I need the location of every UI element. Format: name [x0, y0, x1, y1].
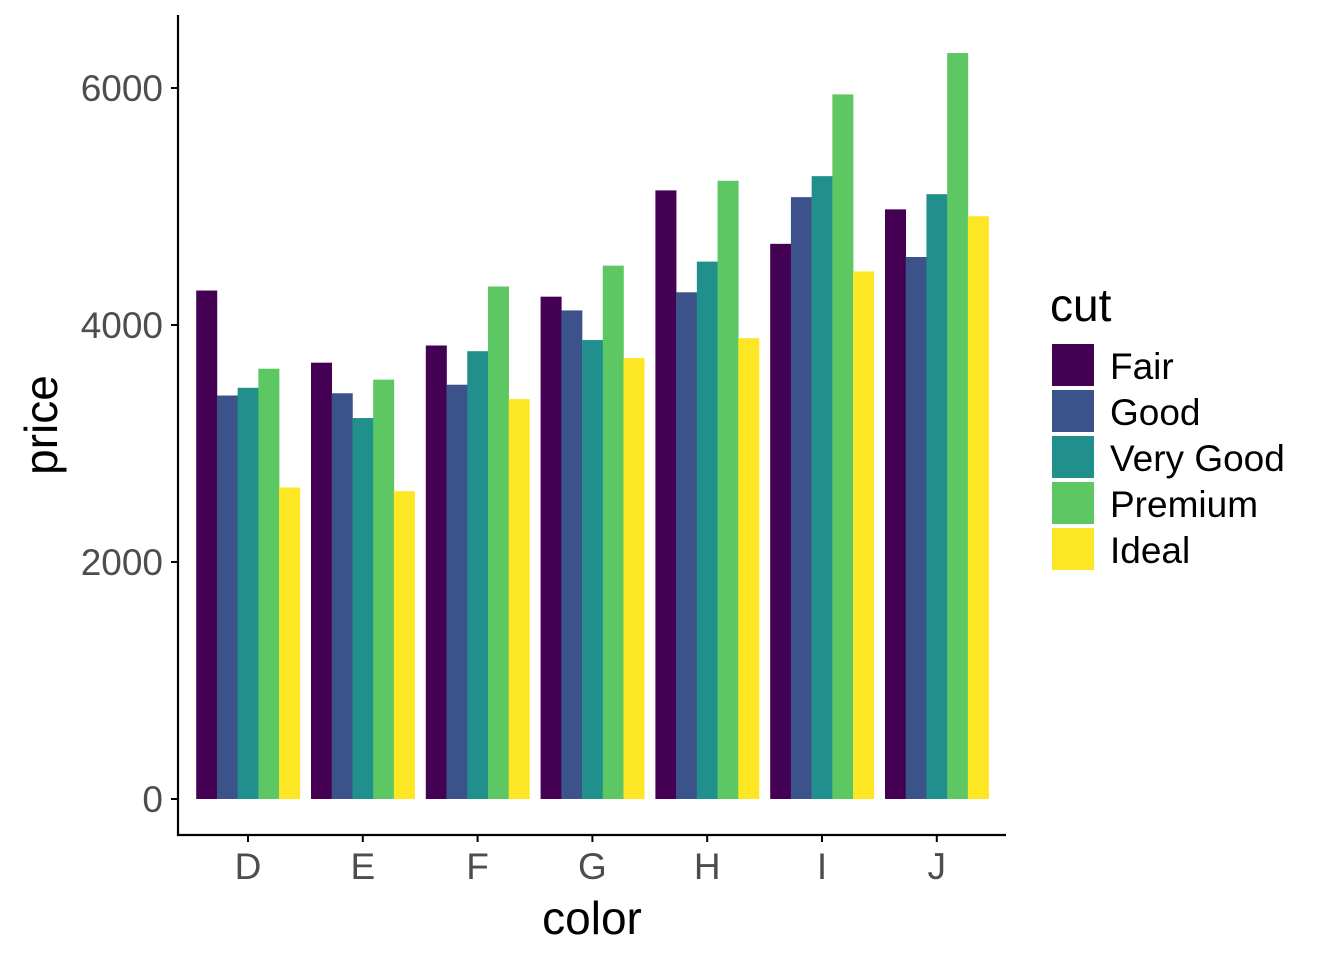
y-tick-label: 4000: [81, 305, 163, 346]
y-tick-label: 0: [142, 779, 163, 820]
bar-D-fair: [196, 290, 218, 799]
x-tick-label: F: [466, 846, 489, 887]
x-tick-label: H: [694, 846, 721, 887]
x-tick-label: I: [817, 846, 827, 887]
legend-swatch: [1052, 436, 1094, 478]
bar-E-fair: [311, 362, 333, 799]
legend-label: Premium: [1110, 484, 1258, 525]
bar-I-fair: [770, 243, 792, 799]
x-tick-label: D: [235, 846, 262, 887]
bars-layer: [196, 53, 989, 800]
bar-I-ideal: [853, 271, 875, 799]
bar-F-good: [446, 384, 468, 799]
legend-label: Very Good: [1110, 438, 1285, 479]
legend: cut Fair Good Very Good Premium Ideal: [1050, 279, 1285, 571]
y-tick-label: 2000: [81, 542, 163, 583]
bar-H-premium: [717, 180, 739, 800]
bar-H-ideal: [738, 338, 760, 799]
bar-J-good: [905, 256, 927, 800]
bar-E-ideal: [393, 491, 415, 799]
legend-label: Good: [1110, 392, 1201, 433]
bar-E-very-good: [352, 418, 374, 799]
y-axis-title: price: [15, 375, 67, 475]
legend-label: Ideal: [1110, 530, 1190, 571]
bar-D-good: [216, 395, 238, 799]
bar-I-premium: [832, 94, 854, 799]
bar-G-fair: [540, 296, 562, 799]
bar-E-premium: [373, 379, 395, 799]
legend-swatch: [1052, 528, 1094, 570]
legend-title: cut: [1050, 279, 1112, 331]
bar-F-premium: [487, 286, 509, 799]
legend-swatch: [1052, 390, 1094, 432]
bar-F-very-good: [467, 351, 489, 799]
x-tick-label: J: [928, 846, 947, 887]
bar-J-ideal: [967, 216, 989, 800]
x-axis-title: color: [542, 892, 642, 944]
bar-G-ideal: [623, 358, 645, 799]
bar-F-ideal: [508, 399, 530, 799]
bar-H-good: [676, 292, 698, 799]
bar-G-good: [561, 310, 583, 799]
bar-D-very-good: [237, 387, 259, 799]
x-tick-label: E: [350, 846, 375, 887]
bar-I-very-good: [811, 176, 833, 799]
bar-J-premium: [947, 53, 969, 800]
x-tick-label: G: [578, 846, 607, 887]
bar-G-very-good: [582, 340, 604, 799]
legend-swatch: [1052, 344, 1094, 386]
bar-D-ideal: [279, 487, 301, 799]
bar-E-good: [331, 393, 353, 799]
bar-I-good: [790, 197, 812, 799]
y-ticks: 0 2000 4000 6000: [81, 68, 178, 820]
bar-H-very-good: [696, 261, 718, 800]
y-tick-label: 6000: [81, 68, 163, 109]
legend-items: Fair Good Very Good Premium Ideal: [1052, 344, 1285, 571]
bar-F-fair: [425, 345, 447, 799]
bar-G-premium: [602, 265, 624, 799]
legend-label: Fair: [1110, 346, 1174, 387]
x-ticks: D E F G H I J: [235, 835, 946, 887]
bar-H-fair: [655, 190, 677, 799]
legend-swatch: [1052, 482, 1094, 524]
bar-D-premium: [258, 368, 280, 799]
bar-J-very-good: [926, 194, 948, 799]
bar-J-fair: [885, 209, 907, 800]
